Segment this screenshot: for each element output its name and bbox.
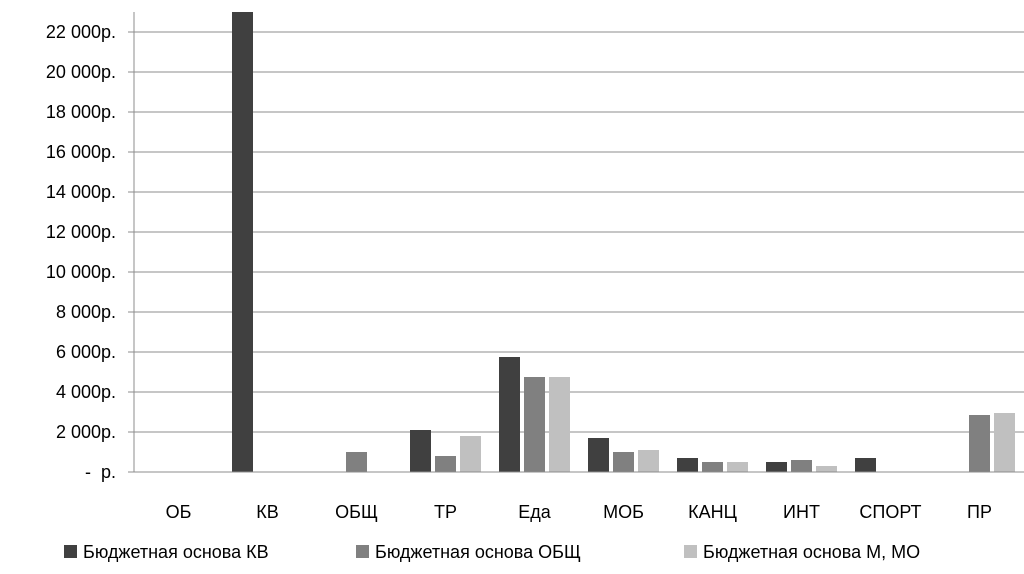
y-tick-label: 4 000р. [56,382,116,402]
y-tick-label: 10 000р. [46,262,116,282]
x-category-label: ОБ [166,502,192,522]
bar [969,415,990,472]
bar [460,436,481,472]
x-category-label: СПОРТ [859,502,921,522]
x-category-label: ИНТ [783,502,820,522]
y-tick-label: 16 000р. [46,142,116,162]
y-tick-label: 2 000р. [56,422,116,442]
x-category-label: ОБЩ [335,502,378,522]
bar [638,450,659,472]
bar [410,430,431,472]
bar [677,458,698,472]
x-category-label: МОБ [603,502,644,522]
bar [855,458,876,472]
axes [128,12,1024,473]
legend-swatch [684,545,697,558]
legend-swatch [64,545,77,558]
y-tick-label: 20 000р. [46,62,116,82]
bar [994,413,1015,472]
bar [524,377,545,472]
bar [588,438,609,472]
bar [702,462,723,472]
y-axis-tick-labels: - р. 2 000р. 4 000р. 6 000р. 8 000р. 10 000р.… [46,22,116,482]
bar [613,452,634,472]
gridlines [134,31,1024,433]
bar [766,462,787,472]
x-category-label: ПР [967,502,992,522]
bar [816,466,837,472]
legend-label: Бюджетная основа ОБЩ [375,542,581,562]
y-tick-label: 22 000р. [46,22,116,42]
x-category-label: ТР [434,502,457,522]
bar [346,452,367,472]
bar [549,377,570,472]
legend-label: Бюджетная основа М, МО [703,542,920,562]
legend-label: Бюджетная основа КВ [83,542,269,562]
y-tick-label: 12 000р. [46,222,116,242]
x-category-label: КВ [256,502,279,522]
y-tick-label: 14 000р. [46,182,116,202]
x-category-label: КАНЦ [688,502,737,522]
bar [435,456,456,472]
bar [499,357,520,472]
x-category-label: Еда [518,502,552,522]
legend-swatch [356,545,369,558]
y-tick-label: 8 000р. [56,302,116,322]
bar [232,12,253,472]
x-axis-category-labels: ОБ КВ ОБЩ ТР Еда МОБ КАНЦ ИНТ СПОРТ ПР [166,502,992,522]
bar [791,460,812,472]
bars [232,12,1015,472]
bar [727,462,748,472]
legend: Бюджетная основа КВ Бюджетная основа ОБЩ Б… [64,542,920,562]
y-tick-label: 6 000р. [56,342,116,362]
y-tick-label: 18 000р. [46,102,116,122]
y-tick-label: - р. [80,462,116,482]
